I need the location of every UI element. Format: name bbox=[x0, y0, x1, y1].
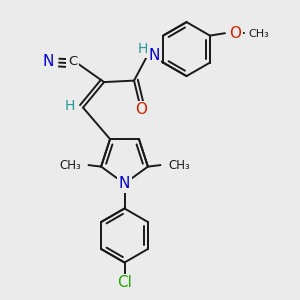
Text: H: H bbox=[64, 99, 75, 113]
Text: CH₃: CH₃ bbox=[248, 29, 269, 39]
Text: N: N bbox=[119, 176, 130, 191]
Text: C: C bbox=[68, 55, 77, 68]
Text: H: H bbox=[137, 42, 148, 56]
Text: O: O bbox=[135, 102, 147, 117]
Text: CH₃: CH₃ bbox=[168, 159, 190, 172]
Text: O: O bbox=[230, 26, 242, 41]
Text: CH₃: CH₃ bbox=[59, 159, 81, 172]
Text: N: N bbox=[43, 54, 54, 69]
Text: Cl: Cl bbox=[117, 275, 132, 290]
Text: N: N bbox=[148, 48, 160, 63]
